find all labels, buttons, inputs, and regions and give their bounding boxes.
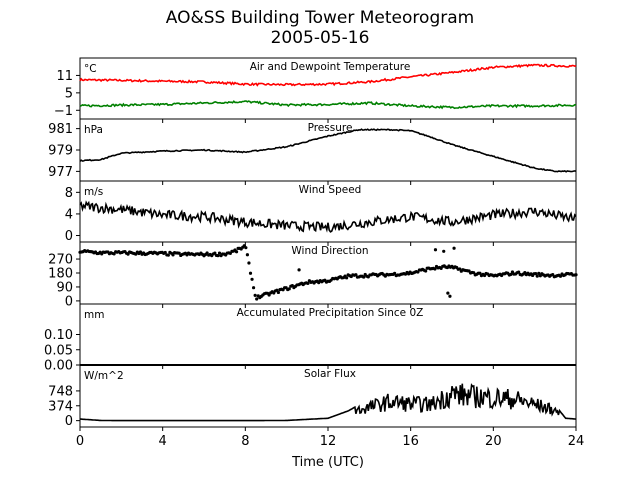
panel-label-temperature: Air and Dewpoint Temperature	[250, 61, 411, 73]
wind-direction-point	[354, 273, 358, 277]
wind-direction-point	[478, 271, 482, 275]
y-tick-label-pressure: 977	[48, 165, 73, 180]
panel-label-pressure: Pressure	[308, 122, 353, 134]
panel-unit-precipitation: mm	[84, 309, 104, 321]
wind-direction-point	[247, 261, 251, 265]
y-tick-label-wind_direction: 270	[48, 253, 73, 268]
panel-label-wind_direction: Wind Direction	[291, 245, 368, 257]
x-tick-label: 4	[159, 434, 167, 449]
wind-direction-point	[535, 274, 539, 278]
wind-direction-point	[558, 274, 563, 278]
wind-direction-point	[253, 293, 257, 297]
panel-label-precipitation: Accumulated Precipitation Since 0Z	[237, 307, 424, 319]
wind-direction-point	[234, 250, 239, 254]
wind-direction-point	[138, 250, 143, 254]
y-tick-label-wind_speed: 8	[65, 186, 73, 201]
x-tick-label: 0	[76, 434, 84, 449]
series-line-solar_flux-0	[80, 383, 577, 422]
wind-direction-point	[297, 268, 301, 272]
x-tick-label: 20	[485, 434, 502, 449]
wind-direction-point	[362, 275, 366, 279]
y-tick-label-wind_direction: 90	[56, 280, 73, 295]
y-tick-label-solar_flux: 0	[65, 414, 73, 429]
panel-unit-solar_flux: W/m^2	[84, 370, 124, 382]
wind-direction-point	[275, 288, 279, 292]
panel-unit-temperature: °C	[84, 63, 97, 75]
wind-direction-point	[276, 290, 280, 295]
y-tick-label-temperature: −1	[54, 104, 73, 119]
panel-label-wind_speed: Wind Speed	[299, 184, 362, 196]
wind-direction-point	[250, 277, 254, 281]
wind-direction-point	[574, 273, 578, 277]
wind-direction-point	[537, 271, 541, 275]
chart-subtitle: 2005-05-16	[270, 28, 370, 48]
wind-direction-point	[551, 272, 555, 277]
wind-direction-point	[424, 269, 428, 273]
series-line-temperature-0	[79, 63, 577, 87]
wind-direction-point	[216, 254, 220, 258]
wind-direction-point	[452, 246, 456, 250]
wind-direction-point	[306, 281, 310, 285]
wind-direction-point	[517, 270, 521, 274]
chart-title: AO&SS Building Tower Meteorogram	[165, 8, 475, 28]
wind-direction-point	[448, 294, 452, 298]
wind-direction-point	[171, 253, 175, 257]
wind-direction-point	[248, 271, 253, 275]
wind-direction-point	[163, 250, 167, 255]
y-tick-label-wind_direction: 0	[65, 294, 73, 309]
panel-unit-pressure: hPa	[84, 124, 103, 136]
wind-direction-point	[509, 272, 513, 276]
y-tick-label-solar_flux: 374	[48, 399, 73, 414]
y-tick-label-precipitation: 0.10	[44, 328, 73, 343]
series-line-temperature-1	[79, 100, 577, 110]
y-tick-label-wind_speed: 4	[65, 207, 73, 222]
x-tick-label: 12	[320, 434, 337, 449]
y-tick-label-precipitation: 0.00	[44, 359, 73, 374]
y-tick-label-temperature: 11	[56, 69, 73, 84]
y-tick-label-pressure: 981	[48, 122, 73, 137]
wind-direction-point	[287, 287, 291, 291]
wind-direction-point	[442, 249, 446, 253]
wind-direction-point	[446, 291, 450, 295]
y-tick-label-precipitation: 0.05	[44, 343, 73, 358]
wind-direction-point	[217, 251, 222, 255]
panel-unit-wind_speed: m/s	[84, 186, 103, 198]
wind-direction-point	[534, 272, 538, 276]
y-tick-label-pressure: 979	[48, 144, 73, 159]
wind-direction-point	[345, 276, 349, 280]
x-tick-label: 8	[241, 434, 249, 449]
wind-direction-point	[433, 248, 438, 252]
x-axis-label: Time (UTC)	[291, 455, 364, 470]
wind-direction-point	[244, 246, 248, 250]
series-line-wind_speed-0	[79, 200, 577, 233]
wind-direction-point	[166, 253, 170, 257]
x-tick-label: 24	[568, 434, 585, 449]
series-line-pressure-0	[79, 128, 577, 173]
wind-direction-point	[245, 253, 249, 257]
y-tick-label-wind_speed: 0	[65, 229, 73, 244]
x-tick-label: 16	[402, 434, 419, 449]
wind-direction-point	[433, 267, 437, 271]
y-tick-label-solar_flux: 748	[48, 384, 73, 399]
y-tick-label-wind_direction: 180	[48, 267, 73, 282]
wind-direction-point	[255, 297, 259, 301]
y-tick-label-temperature: 5	[65, 86, 73, 101]
wind-direction-point	[252, 286, 256, 290]
panel-label-solar_flux: Solar Flux	[304, 368, 356, 380]
wind-direction-point	[213, 251, 217, 255]
wind-direction-point	[393, 271, 397, 275]
